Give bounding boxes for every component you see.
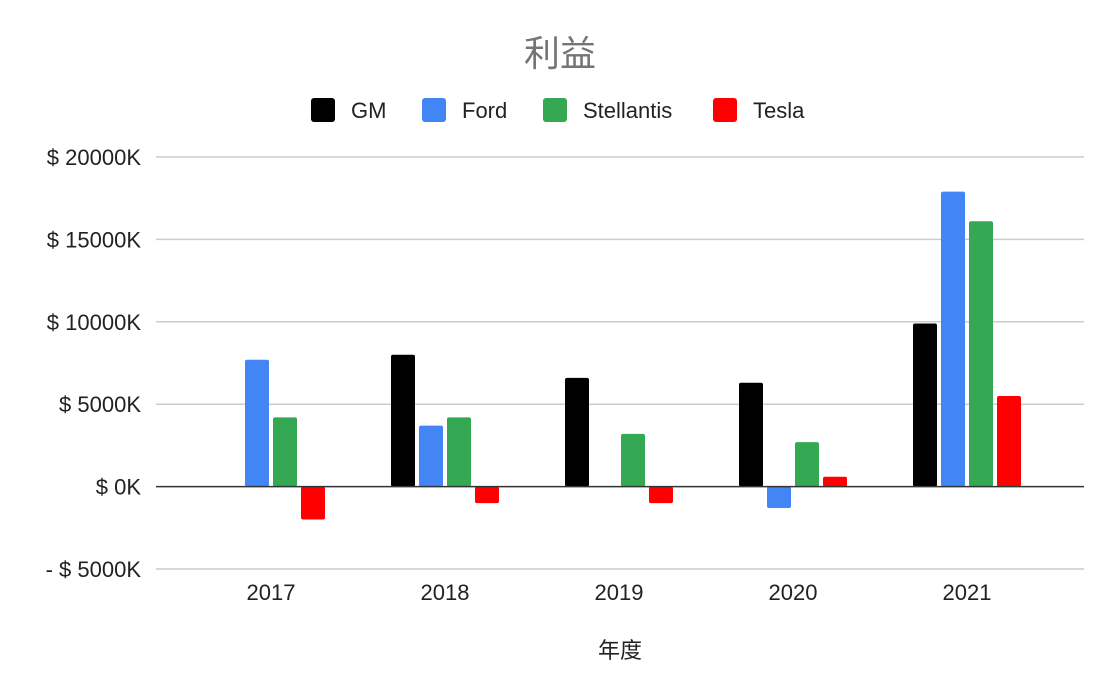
- chart-title: 利益: [524, 34, 596, 75]
- legend-label-stellantis: Stellantis: [583, 98, 672, 123]
- bar-stellantis-2019: [621, 433, 645, 487]
- legend-swatch-gm: [311, 98, 335, 122]
- bar-gm-2021: [913, 323, 937, 487]
- y-tick-label: $ 0K: [96, 475, 142, 500]
- bar-tesla-2019: [649, 486, 673, 504]
- y-tick-label: $ 5000K: [59, 392, 141, 417]
- bar-tesla-2021: [997, 395, 1021, 487]
- bar-ford-2020: [767, 486, 791, 509]
- bar-stellantis-2020: [795, 442, 819, 487]
- x-tick-label: 2019: [595, 580, 644, 605]
- bars: [245, 191, 1021, 520]
- y-tick-label: - $ 5000K: [46, 557, 142, 582]
- y-axis-ticks: $ 20000K $ 15000K $ 10000K $ 5000K $ 0K - $ 5…: [46, 145, 142, 582]
- legend-swatch-tesla: [713, 98, 737, 122]
- x-axis-ticks: 2017 2018 2019 2020 2021: [247, 580, 992, 605]
- x-tick-label: 2018: [421, 580, 470, 605]
- x-axis-label: 年度: [598, 639, 642, 664]
- y-tick-label: $ 20000K: [47, 145, 142, 170]
- legend-swatch-ford: [422, 98, 446, 122]
- bar-tesla-2018: [475, 486, 499, 504]
- bar-ford-2017: [245, 359, 269, 487]
- legend-swatch-stellantis: [543, 98, 567, 122]
- bar-stellantis-2018: [447, 417, 471, 487]
- bar-gm-2018: [391, 354, 415, 487]
- x-tick-label: 2020: [769, 580, 818, 605]
- chart-legend: GM Ford Stellantis Tesla: [311, 98, 805, 123]
- y-tick-label: $ 15000K: [47, 227, 142, 252]
- bar-tesla-2017: [301, 486, 325, 520]
- legend-label-gm: GM: [351, 98, 386, 123]
- y-tick-label: $ 10000K: [47, 310, 142, 335]
- bar-tesla-2020: [823, 476, 847, 487]
- bar-stellantis-2021: [969, 221, 993, 487]
- bar-gm-2020: [739, 382, 763, 487]
- bar-stellantis-2017: [273, 417, 297, 487]
- bar-gm-2019: [565, 377, 589, 487]
- bar-ford-2018: [419, 425, 443, 487]
- legend-label-ford: Ford: [462, 98, 507, 123]
- x-tick-label: 2017: [247, 580, 296, 605]
- bar-ford-2021: [941, 191, 965, 487]
- legend-label-tesla: Tesla: [753, 98, 805, 123]
- x-tick-label: 2021: [943, 580, 992, 605]
